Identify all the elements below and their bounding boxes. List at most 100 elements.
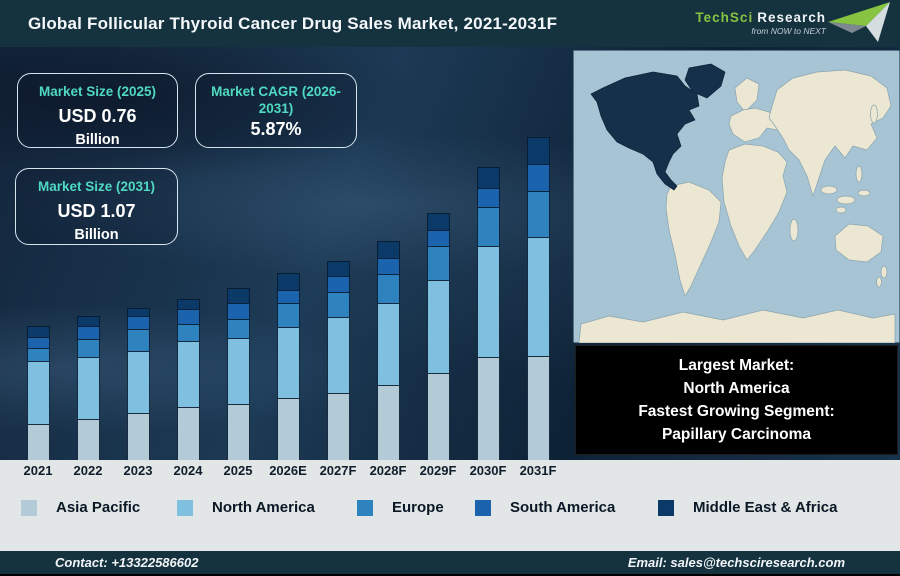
legend-label: South America	[510, 499, 616, 516]
stat-label: Market CAGR (2026-2031)	[211, 84, 341, 116]
x-axis-label-2023: 2023	[123, 463, 153, 478]
bar-segment-south-america	[476, 188, 500, 207]
bar-segment-asia-pacific	[376, 385, 400, 460]
bar-segment-south-america	[276, 290, 300, 303]
bar-2026E	[276, 273, 300, 460]
legend-item-south-america: South America	[475, 499, 615, 516]
legend-swatch-icon	[177, 499, 193, 516]
bar-segment-north-america	[176, 341, 200, 407]
legend-item-north-america: North America	[177, 499, 315, 516]
world-map-svg	[573, 50, 900, 343]
bar-segment-north-america	[376, 303, 400, 385]
bar-segment-south-america	[226, 303, 250, 319]
stat-value: USD 0.76	[58, 106, 137, 126]
bar-2023	[126, 308, 150, 460]
bar-segment-asia-pacific	[26, 424, 50, 460]
bar-segment-europe	[176, 324, 200, 341]
market-callout-box: Largest Market: North America Fastest Grow…	[575, 345, 898, 455]
legend-swatch-icon	[357, 499, 373, 516]
legend-swatch-icon	[475, 499, 491, 516]
logo-brand-secondary: Research	[757, 10, 826, 25]
stat-box-market-size-2031: Market Size (2031) USD 1.07 Billion	[15, 168, 178, 245]
bar-segment-north-america	[276, 327, 300, 398]
bar-segment-middle-east-africa	[226, 288, 250, 303]
bar-segment-middle-east-africa	[376, 241, 400, 258]
stat-value: USD 1.07	[57, 201, 136, 221]
bar-2021	[26, 326, 50, 460]
bar-segment-north-america	[426, 280, 450, 373]
bar-segment-asia-pacific	[426, 373, 450, 460]
bar-segment-asia-pacific	[476, 357, 500, 460]
legend-item-middle-east-africa: Middle East & Africa	[658, 499, 837, 516]
bar-segment-middle-east-africa	[476, 167, 500, 188]
bar-segment-asia-pacific	[326, 393, 350, 460]
bar-segment-south-america	[376, 258, 400, 274]
bar-segment-north-america	[526, 237, 550, 356]
bar-segment-europe	[76, 339, 100, 357]
bar-2024	[176, 299, 200, 460]
bottom-band: 2021 2022 2023 2024 2025 2026E 2027F 2028F 2029F…	[0, 460, 900, 551]
bar-segment-north-america	[26, 361, 50, 424]
legend-label: Middle East & Africa	[693, 499, 838, 516]
legend-label: Europe	[392, 499, 444, 516]
bar-segment-north-america	[326, 317, 350, 393]
stat-box-market-size-2025: Market Size (2025) USD 0.76 Billion	[17, 73, 178, 148]
bar-segment-europe	[276, 303, 300, 327]
legend-item-asia-pacific: Asia Pacific	[21, 499, 140, 516]
x-axis-label-2022: 2022	[73, 463, 103, 478]
legend-swatch-icon	[21, 499, 37, 516]
bar-segment-middle-east-africa	[176, 299, 200, 309]
footer-bar: Contact: +13322586602 Email: sales@techs…	[0, 551, 900, 576]
bar-segment-north-america	[226, 338, 250, 404]
page-title: Global Follicular Thyroid Cancer Drug Sa…	[28, 14, 558, 33]
bar-segment-asia-pacific	[526, 356, 550, 460]
callout-line-3: Fastest Growing Segment:	[638, 403, 835, 420]
stat-label: Market Size (2031)	[37, 179, 156, 194]
bar-segment-middle-east-africa	[76, 316, 100, 326]
bar-segment-asia-pacific	[226, 404, 250, 460]
map-highlight-north-america	[590, 63, 726, 191]
bar-segment-north-america	[76, 357, 100, 419]
bar-segment-asia-pacific	[126, 413, 150, 460]
x-axis-label-2031F: 2031F	[519, 463, 557, 478]
header-bar: Global Follicular Thyroid Cancer Drug Sa…	[0, 0, 900, 47]
bar-segment-middle-east-africa	[26, 326, 50, 337]
bar-2031F	[526, 137, 550, 460]
world-map	[573, 50, 900, 343]
bar-segment-north-america	[126, 351, 150, 413]
footer-contact: Contact: +13322586602	[55, 555, 199, 570]
logo-brand-primary: TechSci	[695, 10, 754, 25]
legend-item-europe: Europe	[357, 499, 444, 516]
bar-2027F	[326, 261, 350, 460]
bar-segment-europe	[226, 319, 250, 338]
legend-label: Asia Pacific	[56, 499, 141, 516]
bar-segment-europe	[476, 207, 500, 246]
bar-2022	[76, 316, 100, 460]
x-axis-label-2021: 2021	[23, 463, 53, 478]
stat-value: 5.87%	[250, 119, 302, 139]
bar-segment-europe	[26, 348, 50, 361]
bar-segment-asia-pacific	[176, 407, 200, 460]
x-axis-labels: 2021 2022 2023 2024 2025 2026E 2027F 2028F 2029F…	[0, 460, 570, 486]
bar-segment-south-america	[326, 276, 350, 292]
legend-label: North America	[212, 499, 315, 516]
stat-unit: Billion	[75, 132, 120, 148]
logo-arrow-icon	[828, 2, 890, 42]
bar-segment-south-america	[426, 230, 450, 246]
techsci-logo: TechSci Research from NOW to NEXT	[695, 2, 890, 44]
stat-label: Market Size (2025)	[38, 84, 157, 99]
bar-2030F	[476, 167, 500, 460]
bar-segment-middle-east-africa	[426, 213, 450, 230]
bar-segment-europe	[376, 274, 400, 303]
bar-segment-europe	[126, 329, 150, 351]
bar-segment-north-america	[476, 246, 500, 357]
bar-segment-asia-pacific	[276, 398, 300, 460]
x-axis-label-2030F: 2030F	[469, 463, 507, 478]
x-axis-label-2026E: 2026E	[269, 463, 307, 478]
logo-text: TechSci Research from NOW to NEXT	[695, 10, 826, 36]
stacked-bar-chart	[0, 47, 570, 460]
callout-line-4: Papillary Carcinoma	[661, 426, 812, 443]
callout-line-2: North America	[683, 380, 790, 397]
bar-segment-europe	[526, 191, 550, 237]
